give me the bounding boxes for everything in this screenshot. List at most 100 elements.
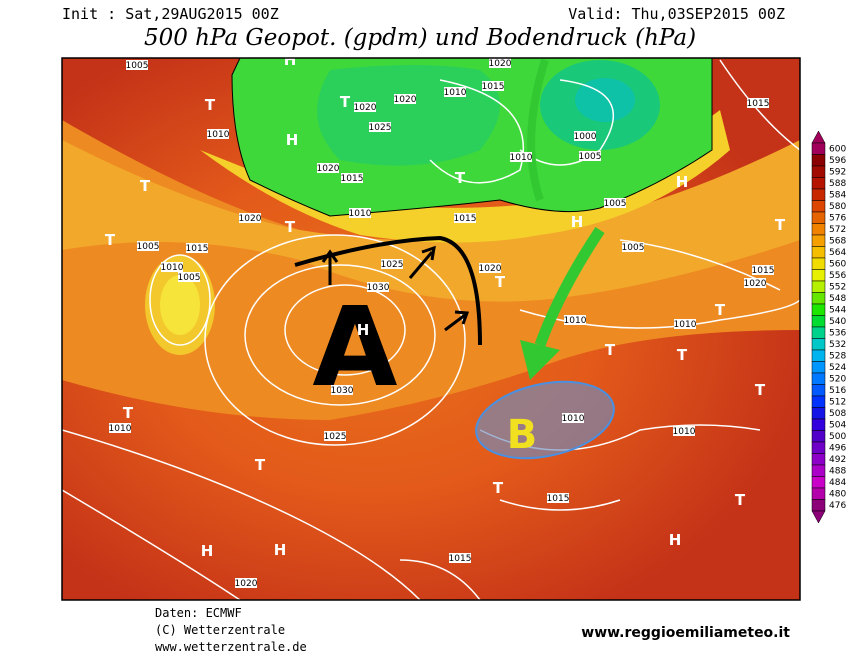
cold-flow-arrow [527, 58, 549, 202]
colorbar-swatch [811, 303, 826, 316]
colorbar-label: 536 [829, 328, 846, 338]
colorbar-label: 496 [829, 443, 846, 453]
isobar-label-bg [564, 315, 586, 325]
isobar-label: 1010 [510, 153, 533, 163]
colorbar-label: 476 [829, 501, 846, 511]
isobar-label: 1020 [479, 264, 502, 274]
colorbar-swatch [811, 395, 826, 408]
colorbar-label: 516 [829, 386, 846, 396]
isobar-label-bg [331, 385, 353, 395]
colorbar-label: 600 [829, 144, 846, 154]
isobar-label: 1005 [178, 273, 201, 283]
pressure-center: T [493, 479, 504, 497]
low-area [475, 380, 615, 460]
isobar-label: 1005 [137, 242, 160, 252]
pressure-center: T [495, 273, 506, 291]
source-url: www.wetterzentrale.de [155, 640, 307, 654]
isobar-label-bg [673, 426, 695, 436]
isobar-label: 1015 [454, 214, 477, 224]
flow-arrow [321, 249, 339, 285]
isobar-label-bg [562, 413, 584, 423]
colorbar-swatch [811, 487, 826, 500]
pressure-center: H [274, 541, 287, 559]
field-yellow-core [160, 275, 200, 335]
isobar-label-bg [109, 423, 131, 433]
isobar-label: 1025 [369, 123, 392, 133]
isobar-label-bg [579, 151, 601, 161]
pressure-center: T [285, 218, 296, 236]
colorbar-swatch [811, 338, 826, 351]
colorbar-label: 564 [829, 248, 846, 258]
isobar-label: 1015 [449, 554, 472, 564]
pressure-center: H [676, 173, 689, 191]
colorbar-label: 552 [829, 282, 846, 292]
colorbar-label: 520 [829, 374, 846, 384]
isobar-label-bg [574, 131, 596, 141]
isobar-label-bg [510, 152, 532, 162]
isobar-label-bg [394, 94, 416, 104]
isobar-label: 1015 [547, 494, 570, 504]
isobar-label-bg [235, 578, 257, 588]
isobar-label-bg [239, 213, 261, 223]
colorbar-label: 572 [829, 225, 846, 235]
isobar-label-bg [381, 259, 403, 269]
isobar-label-bg [369, 122, 391, 132]
isobar-label-bg [324, 431, 346, 441]
colorbar-swatch [811, 246, 826, 259]
pressure-center: H [201, 542, 214, 560]
field-cyan [575, 78, 635, 122]
isobar-label-bg [126, 60, 148, 70]
isobar-label-bg [317, 163, 339, 173]
colorbar-label: 596 [829, 156, 846, 166]
pressure-center: T [205, 96, 216, 114]
pressure-center: T [455, 169, 466, 187]
colorbar-label: 592 [829, 167, 846, 177]
colorbar-label: 528 [829, 351, 846, 361]
colorbar-swatch [811, 165, 826, 178]
isobar-label-bg [178, 272, 200, 282]
colorbar-label: 524 [829, 363, 846, 373]
isobar-label: 1020 [744, 279, 767, 289]
isobar-label-bg [747, 98, 769, 108]
colorbar-swatch [811, 418, 826, 431]
isobar-label: 1010 [207, 130, 230, 140]
isobar-label-bg [752, 265, 774, 275]
pressure-center: T [140, 177, 151, 195]
isobar-label: 1015 [186, 244, 209, 254]
isobar-label-bg [449, 553, 471, 563]
site-url: www.reggioemiliameteo.it [581, 625, 790, 641]
colorbar-swatch [811, 430, 826, 443]
isobar-label: 1015 [341, 174, 364, 184]
pressure-center: T [255, 456, 266, 474]
pressure-center: T [677, 346, 688, 364]
colorbar-label: 588 [829, 179, 846, 189]
colorbar-swatch [811, 349, 826, 362]
colorbar-swatch [811, 372, 826, 385]
cold-flow-arrow [534, 226, 605, 347]
colorbar-label: 512 [829, 397, 846, 407]
isobar-label-bg [744, 278, 766, 288]
colorbar-cap [811, 510, 826, 524]
isobar-label: 1020 [239, 214, 262, 224]
colorbar-swatch [811, 476, 826, 489]
colorbar-swatch [811, 234, 826, 247]
colorbar-swatch [811, 257, 826, 270]
pressure-center: T [755, 381, 766, 399]
colorbar-swatch [811, 211, 826, 224]
isobar-label-bg [186, 243, 208, 253]
colorbar-swatch [811, 361, 826, 374]
colorbar-swatch [811, 142, 826, 155]
field-green-dark [317, 65, 500, 166]
colorbar-swatch [811, 154, 826, 167]
colorbar-label: 480 [829, 489, 846, 499]
colorbar-label: 576 [829, 213, 846, 223]
isobar-label: 1010 [564, 316, 587, 326]
isobar-label: 1020 [235, 579, 258, 589]
pressure-center: H [357, 321, 370, 339]
isobar-label: 1010 [673, 427, 696, 437]
isobar-label-bg [354, 102, 376, 112]
isobar-label-bg [622, 242, 644, 252]
pressure-center: T [735, 491, 746, 509]
